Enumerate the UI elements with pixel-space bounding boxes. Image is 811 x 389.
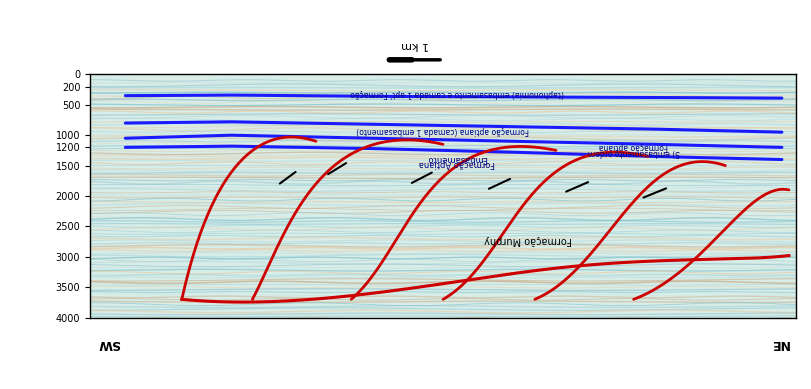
Text: Formação Murphy: Formação Murphy — [484, 235, 572, 245]
Text: NE: NE — [770, 337, 789, 350]
Text: SW: SW — [97, 337, 120, 350]
Text: Embasamento: Embasamento — [427, 154, 487, 163]
Text: Formação Aptiana: Formação Aptiana — [419, 159, 496, 168]
Text: Formação aptiana (camada 1 embasamento): Formação aptiana (camada 1 embasamento) — [357, 126, 530, 135]
Text: 1 km: 1 km — [401, 40, 429, 50]
Text: Formação aptiana: Formação aptiana — [599, 142, 668, 151]
Text: (taphonomia) embasamento e camada 1 apt' Formação: (taphonomia) embasamento e camada 1 apt'… — [350, 89, 564, 98]
Text: S) embasamento ordem: S) embasamento ordem — [587, 148, 680, 157]
